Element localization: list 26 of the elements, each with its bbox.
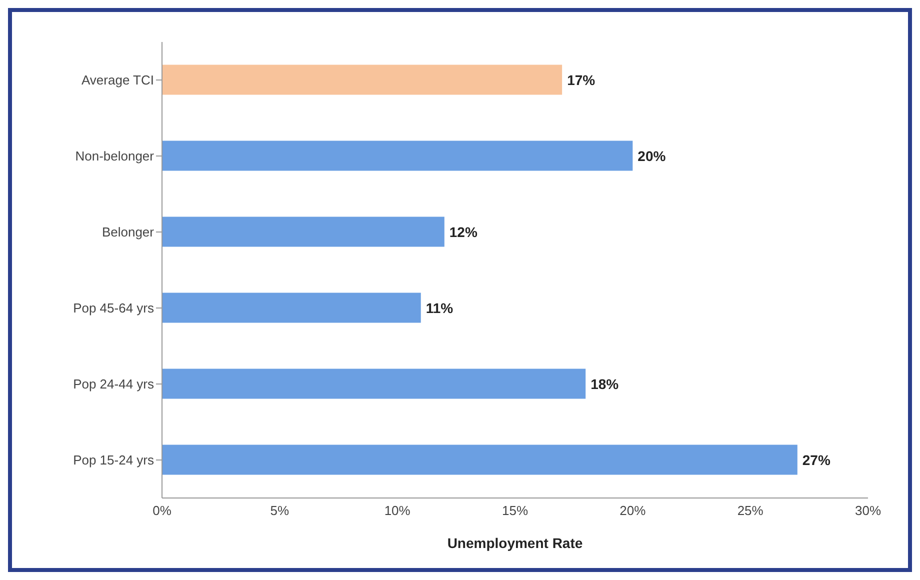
data-label: 17% [567, 72, 596, 88]
y-tick-label: Pop 15-24 yrs [73, 452, 154, 468]
x-tick-label: 20% [620, 503, 646, 518]
y-tick-label: Pop 24-44 yrs [73, 376, 154, 392]
bar [162, 64, 562, 95]
y-tick-label: Pop 45-64 yrs [73, 300, 154, 316]
x-tick-label: 0% [152, 503, 172, 518]
x-tick-label: 10% [384, 503, 411, 518]
data-label: 11% [426, 300, 454, 316]
y-tick-label: Non-belonger [75, 148, 155, 164]
bar [162, 140, 633, 171]
bar [162, 292, 421, 323]
y-tick-label: Belonger [102, 224, 155, 240]
x-tick-label: 30% [854, 503, 882, 518]
x-tick-label: 25% [737, 503, 764, 518]
x-tick-label: 5% [270, 503, 290, 518]
y-tick-label: Average TCI [81, 72, 154, 88]
data-label: 12% [449, 224, 478, 240]
bar [162, 216, 444, 247]
data-label: 18% [590, 376, 620, 392]
data-label: 27% [802, 452, 831, 468]
bar [162, 368, 586, 399]
x-axis-title: Unemployment Rate [447, 535, 583, 551]
data-label: 20% [638, 148, 666, 164]
x-tick-label: 15% [502, 503, 528, 518]
bar [162, 444, 798, 475]
